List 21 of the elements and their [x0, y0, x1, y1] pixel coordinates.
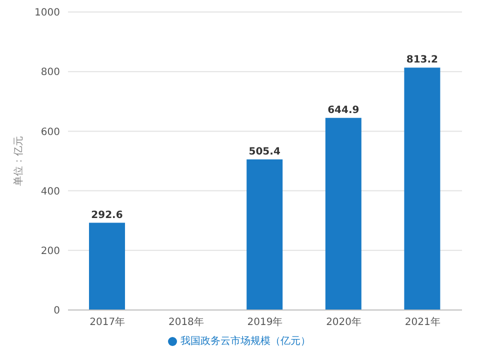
y-tick-label: 600: [40, 126, 60, 138]
y-tick-label: 400: [40, 186, 60, 198]
y-tick-label: 800: [40, 67, 60, 78]
y-tick-label: 200: [40, 246, 60, 257]
data-label: 505.4: [248, 146, 280, 158]
x-tick-label: 2017年: [90, 316, 126, 328]
bar: [325, 118, 362, 310]
bar: [89, 222, 125, 310]
y-tick-label: 0: [54, 306, 60, 317]
bar: [246, 159, 283, 310]
x-tick-label: 2019年: [247, 316, 283, 328]
data-label: 292.6: [91, 210, 123, 221]
bar: [404, 68, 440, 310]
y-axis-title: 单位：亿元: [12, 136, 25, 186]
y-tick-label: 1000: [34, 8, 60, 19]
data-label: 813.2: [406, 54, 438, 66]
x-tick-label: 2021年: [404, 316, 440, 328]
data-label: 644.9: [328, 104, 360, 116]
legend-label: 我国政务云市场规模（亿元）: [180, 336, 310, 347]
x-tick-label: 2018年: [168, 316, 204, 328]
x-tick-label: 2020年: [326, 316, 362, 328]
